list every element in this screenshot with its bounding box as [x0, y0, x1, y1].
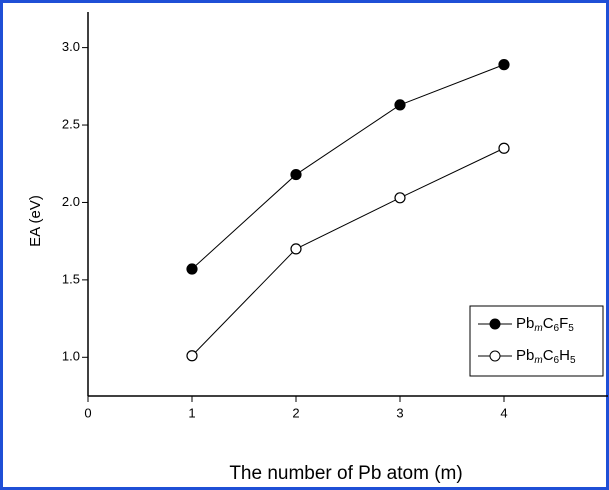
- y-axis-label: EA (eV): [27, 195, 44, 247]
- x-tick-label: 4: [500, 405, 507, 420]
- point: [290, 168, 302, 181]
- x-tick-label: 0: [84, 405, 91, 420]
- point: [498, 142, 510, 154]
- legend-marker: [489, 318, 501, 330]
- point: [290, 243, 302, 255]
- x-tick-label: 3: [396, 405, 403, 420]
- x-tick-label: 2: [292, 405, 299, 420]
- point: [394, 99, 406, 111]
- point: [498, 59, 510, 71]
- legend-label: PbmC6H5: [516, 347, 576, 366]
- legend-marker: [489, 350, 501, 362]
- point: [186, 263, 198, 275]
- legend-box: [469, 305, 604, 377]
- y-tick-label: 2.5: [62, 116, 80, 131]
- y-tick-label: 1.5: [62, 271, 80, 286]
- point: [186, 350, 198, 362]
- y-tick-label: 1.0: [62, 349, 80, 364]
- series-line: [191, 147, 505, 357]
- point: [394, 192, 406, 204]
- legend-label: PbmC6F5: [516, 315, 574, 334]
- y-tick-label: 3.0: [62, 39, 80, 54]
- x-axis-label: The number of Pb atom (m): [229, 463, 462, 484]
- series-line: [191, 64, 505, 270]
- x-tick-label: 1: [188, 405, 195, 420]
- y-tick-label: 2.0: [62, 194, 80, 209]
